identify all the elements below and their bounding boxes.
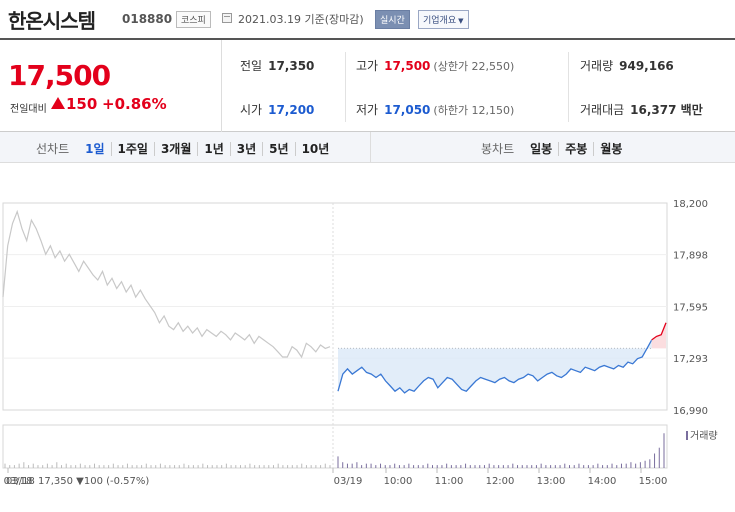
- volume-value: 949,166: [619, 59, 674, 73]
- chevron-down-icon: ▼: [458, 17, 464, 25]
- change-value: 150: [66, 95, 98, 113]
- tab-weekly[interactable]: 주봉: [559, 142, 595, 156]
- stock-name: 한온시스템: [8, 9, 96, 33]
- high-value: 17,500: [384, 59, 431, 73]
- tab-monthly[interactable]: 월봉: [600, 142, 623, 156]
- realtime-button[interactable]: 실시간: [375, 10, 410, 29]
- x-tick-label: 03/19: [334, 476, 363, 487]
- volume: 거래량 949,166: [580, 57, 674, 74]
- y-tick-label: 17,595: [673, 303, 708, 314]
- line-chart-tabs: 선차트 1일 1주일 3개월 1년 3년 5년 10년: [36, 140, 335, 157]
- volume-label: 거래량: [580, 59, 614, 73]
- tab-10y[interactable]: 10년: [301, 142, 330, 156]
- today-up-line: [651, 322, 667, 341]
- low-price: 저가 17,050 (하한가 12,150): [356, 101, 514, 118]
- market-badge: 코스피: [176, 11, 211, 28]
- prev-close-label: 전일: [240, 59, 263, 73]
- prev-close: 전일 17,350: [240, 57, 314, 74]
- tab-1w[interactable]: 1주일: [111, 142, 155, 156]
- below-prev-close-area: [338, 339, 652, 393]
- divider: [370, 132, 371, 163]
- high-label: 고가: [356, 59, 379, 73]
- volume-legend-marker: [686, 431, 688, 440]
- tab-3y[interactable]: 3년: [230, 142, 264, 156]
- divider: [345, 52, 346, 122]
- tab-3m[interactable]: 3개월: [154, 142, 199, 156]
- high-price: 고가 17,500 (상한가 22,550): [356, 57, 514, 74]
- current-price: 17,500: [8, 59, 111, 92]
- x-tick-label: 03/18: [4, 476, 33, 487]
- x-tick-label: 10:00: [384, 476, 413, 487]
- trade-amount: 거래대금 16,377 백만: [580, 101, 703, 118]
- y-tick-label: 17,293: [673, 354, 708, 365]
- x-tick-label: 13:00: [537, 476, 566, 487]
- change-label: 전일대비: [10, 104, 47, 115]
- stock-code: 018880: [122, 12, 173, 26]
- amount-value: 16,377 백만: [630, 103, 703, 117]
- candle-chart-tabs: 봉차트 일봉 주봉 월봉: [481, 140, 628, 157]
- x-tick-label: 14:00: [588, 476, 617, 487]
- base-date: 2021.03.19 기준(장마감): [238, 13, 364, 26]
- volume-axis-label: 거래량: [690, 430, 718, 442]
- open-price: 시가 17,200: [240, 101, 314, 118]
- line-chart-label: 선차트: [36, 142, 70, 156]
- amount-label: 거래대금: [580, 103, 625, 117]
- chart-tabs: 선차트 1일 1주일 3개월 1년 3년 5년 10년 봉차트 일봉 주봉 월봉: [0, 132, 735, 163]
- today-line: [337, 339, 653, 394]
- current-price-box: 17,500 전일대비 150 +0.86%: [0, 40, 222, 132]
- change-percent: +0.86%: [102, 95, 167, 113]
- x-tick-label: 11:00: [435, 476, 464, 487]
- open-value: 17,200: [268, 103, 315, 117]
- prev-close-value: 17,350: [268, 59, 315, 73]
- volume-frame: [2, 424, 668, 469]
- y-tick-label: 16,990: [673, 406, 708, 417]
- prev-day-summary: 03/18 17,350 ▼100 (-0.57%): [6, 476, 149, 487]
- y-tick-label: 17,898: [673, 251, 708, 262]
- prev-day-line: [2, 209, 331, 359]
- up-arrow-icon: [51, 97, 65, 109]
- quote-panel: 17,500 전일대비 150 +0.86% 전일 17,350 시가 17,200…: [0, 38, 735, 132]
- tab-5y[interactable]: 5년: [263, 142, 296, 156]
- open-label: 시가: [240, 103, 263, 117]
- company-overview-dropdown[interactable]: 기업개요 ▼: [418, 10, 469, 29]
- candle-chart-label: 봉차트: [481, 142, 515, 156]
- x-tick-label: 15:00: [639, 476, 668, 487]
- x-tick-label: 12:00: [486, 476, 515, 487]
- tab-daily[interactable]: 일봉: [524, 142, 560, 156]
- low-value: 17,050: [384, 103, 431, 117]
- stock-header: 한온시스템 018880 코스피 2021.03.19 기준(장마감) 실시간 …: [0, 0, 735, 38]
- upper-limit: (상한가 22,550): [433, 60, 515, 73]
- y-tick-label: 18,200: [673, 199, 708, 210]
- low-label: 저가: [356, 103, 379, 117]
- company-overview-label: 기업개요: [423, 16, 457, 26]
- calendar-icon: [222, 13, 232, 23]
- divider: [568, 52, 569, 122]
- tab-1d[interactable]: 1일: [79, 142, 112, 156]
- lower-limit: (하한가 12,150): [433, 104, 515, 117]
- tab-1y[interactable]: 1년: [198, 142, 231, 156]
